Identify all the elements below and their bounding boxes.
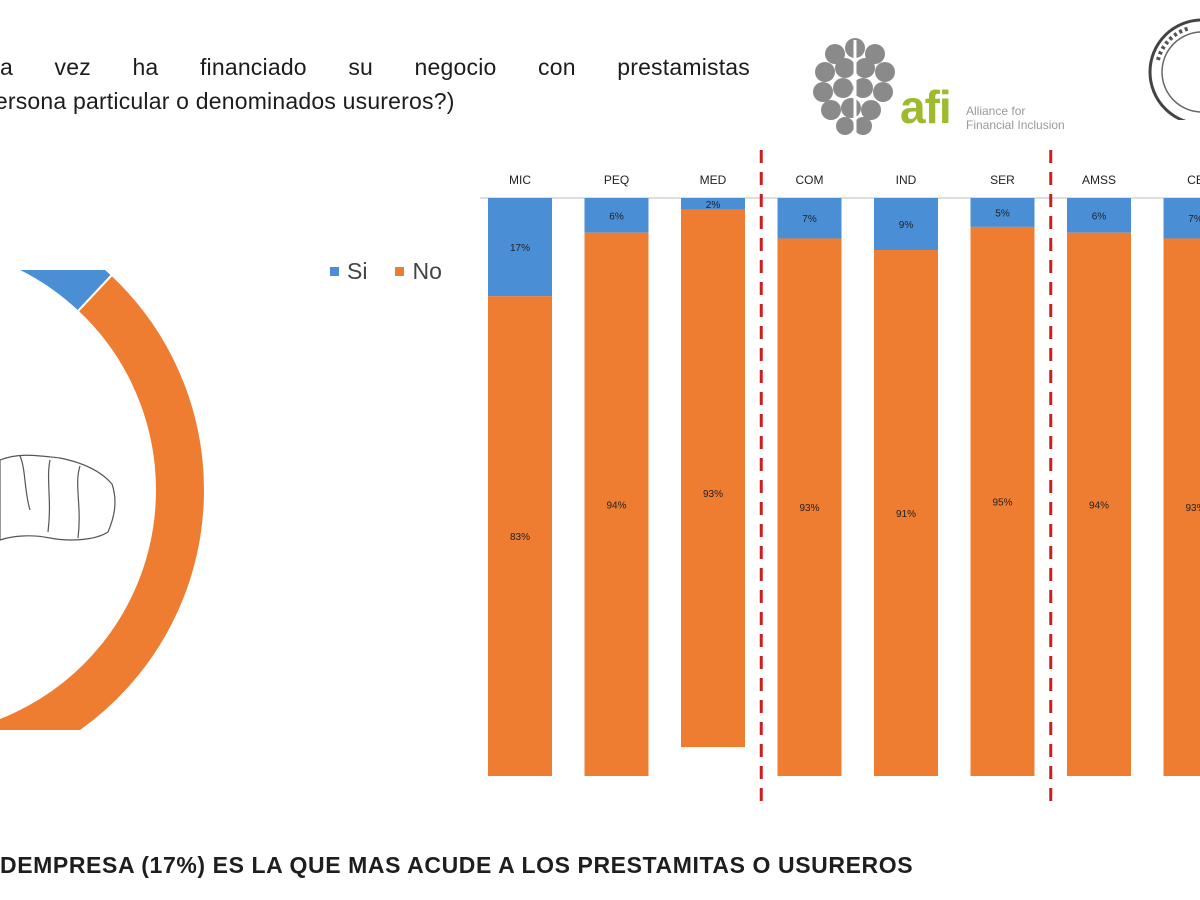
- bar-label-no: 93%: [799, 503, 819, 514]
- bar-si-amss: [1067, 198, 1131, 233]
- bar-label-no: 94%: [1089, 500, 1109, 511]
- survey-question: a vez ha financiado su negocio con prest…: [0, 50, 750, 118]
- question-word: a: [0, 54, 13, 80]
- category-label: COM: [796, 173, 824, 187]
- category-label: PEQ: [604, 173, 629, 187]
- chart-legend: Si No: [330, 258, 442, 285]
- bar-label-no: 93%: [703, 489, 723, 500]
- bar-label-no: 93%: [1185, 503, 1200, 514]
- afi-logo-text: afi: [900, 81, 952, 133]
- bar-label-si: 17%: [510, 243, 530, 254]
- question-word: negocio: [414, 54, 497, 80]
- bar-si-mic: [488, 198, 552, 297]
- institution-seal-icon: [1148, 18, 1200, 120]
- legend-label-no: No: [412, 258, 442, 284]
- bar-no-ind: [874, 250, 938, 776]
- bar-label-no: 95%: [992, 497, 1012, 508]
- legend-swatch-si: [330, 267, 339, 276]
- category-label: CE: [1187, 173, 1200, 187]
- category-label: MED: [700, 173, 727, 187]
- bar-no-med: [681, 209, 745, 748]
- bar-label-si: 2%: [706, 200, 721, 211]
- bar-label-si: 7%: [1188, 214, 1200, 225]
- question-word: vez: [54, 54, 91, 80]
- bar-label-no: 94%: [606, 500, 626, 511]
- bar-si-peq: [584, 198, 649, 233]
- question-word: su: [348, 54, 374, 80]
- bar-si-med: [681, 198, 745, 210]
- bar-si-com: [777, 198, 842, 239]
- question-word: ha: [132, 54, 159, 80]
- bar-no-amss: [1067, 232, 1131, 776]
- afi-brain-logo-icon: [813, 38, 895, 136]
- legend-swatch-no: [395, 267, 405, 276]
- bar-label-si: 6%: [1092, 211, 1107, 222]
- legend-item-no: No: [395, 258, 442, 285]
- question-line-1: a vez ha financiado su negocio con prest…: [0, 50, 750, 84]
- bar-label-si: 9%: [899, 220, 914, 231]
- afi-subtitle-line-1: Alliance for: [966, 104, 1026, 118]
- legend-item-si: Si: [330, 258, 367, 285]
- donut-slice-no: [0, 270, 206, 730]
- map-outline-icon: [0, 454, 116, 541]
- bar-label-si: 7%: [802, 214, 817, 225]
- question-line-2: (persona particular o denominados usurer…: [0, 88, 455, 114]
- category-label: SER: [990, 173, 1015, 187]
- question-word: prestamistas: [617, 54, 750, 80]
- question-word: financiado: [199, 54, 307, 80]
- bar-no-mic: [488, 296, 552, 776]
- legend-label-si: Si: [347, 258, 368, 284]
- bar-label-si: 6%: [609, 211, 624, 222]
- donut-chart: 7%: [0, 270, 206, 730]
- category-label: IND: [896, 173, 917, 187]
- bar-no-com: [777, 238, 842, 777]
- stacked-bar-chart: MIC 17% 83% PEQ 6% 94% MED 2% 93% COM 7% 93% IND 9% 91…: [480, 150, 1200, 810]
- bar-no-peq: [584, 232, 649, 776]
- bar-label-no: 91%: [896, 509, 916, 520]
- bar-si-ser: [970, 198, 1035, 227]
- bar-no-ser: [970, 226, 1035, 776]
- afi-subtitle-line-2: Financial Inclusion: [966, 118, 1065, 132]
- bar-si-ind: [874, 198, 938, 251]
- footer-conclusion: DEMPRESA (17%) ES LA QUE MAS ACUDE A LOS…: [0, 852, 914, 878]
- bar-no-ce: [1163, 238, 1200, 777]
- bar-label-no: 83%: [510, 532, 530, 543]
- bar-si-ce: [1163, 198, 1200, 239]
- question-word: con: [538, 54, 576, 80]
- afi-logo-subtitle: Alliance for Financial Inclusion: [966, 104, 1065, 132]
- category-label: MIC: [509, 173, 531, 187]
- category-label: AMSS: [1082, 173, 1116, 187]
- bar-label-si: 5%: [995, 208, 1010, 219]
